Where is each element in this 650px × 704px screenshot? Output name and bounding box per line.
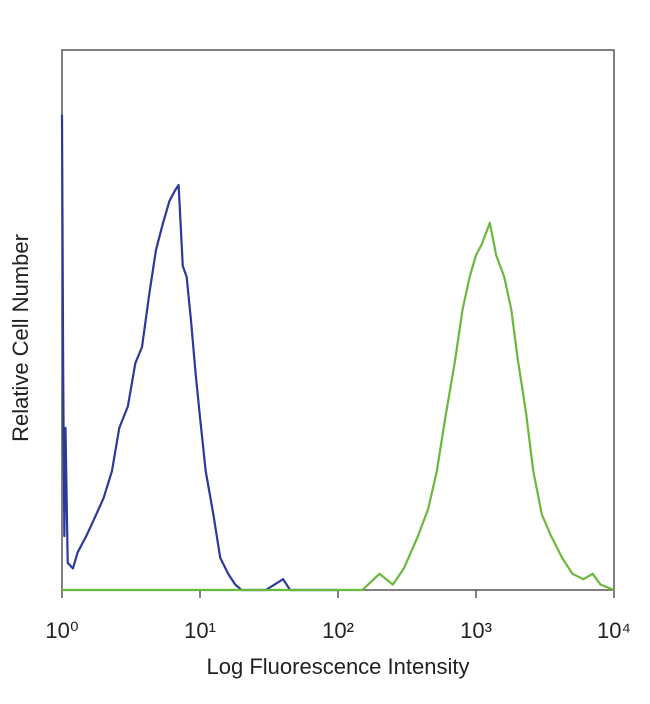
x-tick-label: 10⁰	[45, 618, 78, 643]
x-tick-label: 10⁴	[597, 618, 631, 643]
histogram-line	[62, 221, 615, 592]
x-tick-label: 10¹	[184, 618, 216, 643]
histogram-line	[60, 114, 338, 592]
x-axis-label: Log Fluorescence Intensity	[207, 654, 470, 679]
y-axis-label: Relative Cell Number	[8, 234, 33, 442]
x-tick-label: 10³	[460, 618, 492, 643]
x-tick-label: 10²	[322, 618, 354, 643]
